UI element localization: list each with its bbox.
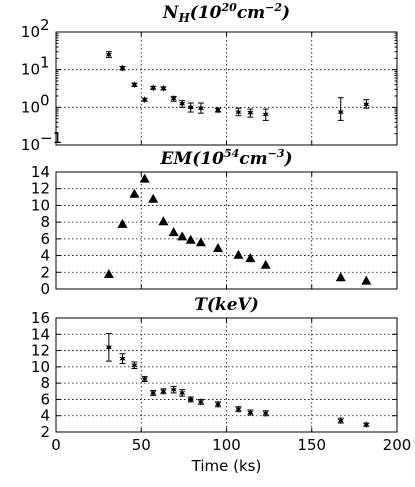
y-tick-label: 10	[21, 136, 40, 154]
data-point	[212, 243, 223, 253]
chart-title: EM(1054cm−3)	[159, 147, 292, 169]
data-point	[262, 110, 269, 118]
y-tick-label: 12	[31, 342, 50, 360]
data-point	[168, 227, 179, 237]
data-point	[185, 234, 196, 244]
data-point	[179, 100, 186, 108]
data-point	[105, 343, 112, 351]
data-point	[260, 259, 271, 269]
x-tick-label: 100	[212, 436, 241, 454]
y-tick-label: 2	[40, 263, 50, 281]
y-tick-label-exponent: 1	[40, 54, 50, 72]
data-point	[170, 95, 177, 103]
data-point	[245, 253, 256, 263]
chart-title: T(keV)	[194, 295, 259, 315]
data-point	[139, 173, 150, 183]
data-point	[187, 103, 194, 111]
x-axis-label: Time (ks)	[191, 457, 262, 475]
y-tick-label-exponent: 0	[40, 91, 50, 109]
data-point	[247, 109, 254, 117]
data-point	[103, 268, 114, 278]
data-point	[141, 375, 148, 383]
data-point	[170, 386, 177, 394]
data-point	[119, 355, 126, 363]
data-point	[363, 100, 370, 108]
y-tick-label: 6	[40, 230, 50, 248]
data-point	[160, 84, 167, 92]
y-tick-label: 8	[40, 213, 50, 231]
y-tick-label: 10	[31, 358, 50, 376]
data-point	[233, 249, 244, 259]
y-tick-label: 8	[40, 374, 50, 392]
data-point	[235, 108, 242, 116]
data-point	[337, 417, 344, 425]
plot-frame	[55, 171, 398, 290]
y-tick-label: 10	[21, 98, 40, 116]
y-tick-label-exponent: −1	[40, 129, 62, 147]
data-point	[179, 389, 186, 397]
data-point	[141, 96, 148, 104]
data-point	[195, 237, 206, 247]
data-point	[160, 387, 167, 395]
y-tick-label: 10	[21, 61, 40, 79]
data-point	[335, 272, 346, 282]
data-point	[337, 108, 344, 116]
data-point	[363, 421, 370, 429]
x-tick-label: 0	[51, 436, 61, 454]
data-point	[197, 104, 205, 112]
data-point	[214, 106, 222, 114]
x-tick-label: 50	[132, 436, 151, 454]
data-point	[177, 231, 188, 241]
y-tick-label: 10	[21, 23, 40, 41]
data-point	[235, 405, 242, 413]
y-tick-label: 10	[31, 196, 50, 214]
y-tick-label: 6	[40, 390, 50, 408]
data-point	[197, 398, 205, 406]
data-point	[117, 218, 128, 228]
data-point	[105, 51, 112, 59]
data-point	[247, 408, 254, 417]
data-point	[148, 193, 159, 203]
data-point	[214, 400, 222, 408]
data-point	[262, 409, 269, 417]
y-tick-label: 0	[40, 280, 50, 298]
data-point	[150, 84, 157, 92]
y-tick-label-exponent: 2	[40, 16, 50, 34]
y-tick-label: 16	[31, 309, 50, 327]
y-tick-label: 14	[31, 325, 50, 343]
data-point	[129, 188, 140, 198]
x-tick-label: 150	[297, 436, 326, 454]
y-tick-label: 12	[31, 180, 50, 198]
x-tick-label: 200	[383, 436, 412, 454]
data-point	[131, 361, 138, 369]
data-point	[158, 216, 169, 226]
y-tick-label: 4	[40, 407, 50, 425]
data-point	[150, 389, 157, 397]
y-tick-label: 4	[40, 247, 50, 265]
data-point	[361, 275, 372, 285]
chart-title: NH(1020cm−2)	[162, 1, 290, 25]
y-tick-label: 14	[31, 163, 50, 181]
data-point	[119, 64, 126, 72]
data-point	[187, 395, 194, 404]
data-point	[131, 81, 138, 89]
y-tick-label: 2	[40, 423, 50, 441]
